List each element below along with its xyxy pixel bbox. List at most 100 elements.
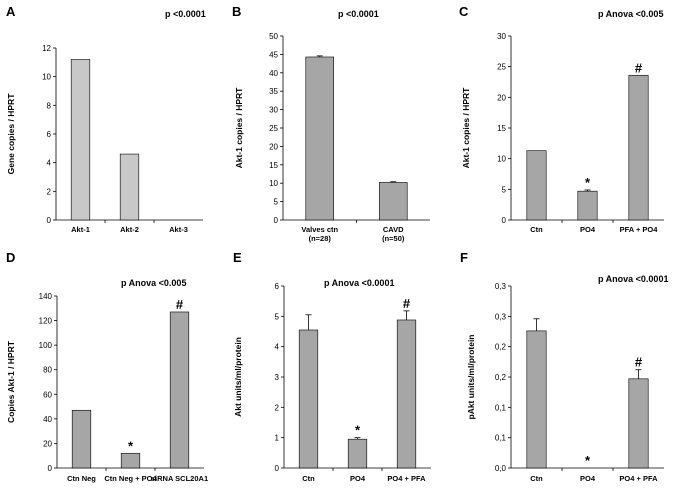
- panel-a-ylabel: Gene copies / HPRT: [6, 93, 16, 175]
- panel-c-letter: C: [459, 4, 469, 19]
- panel-b-ytick-label: 25: [269, 124, 278, 133]
- panel-e-significance-marker: *: [355, 423, 361, 438]
- panel-a-letter: A: [6, 4, 16, 19]
- panel-d-bar: [71, 409, 92, 469]
- panel-e-category-label: PO4 + PFA: [387, 474, 426, 483]
- panel-f-ytick-label: 0,2: [495, 373, 507, 382]
- panel-c-ytick-label: 10: [497, 155, 506, 164]
- panel-d-ytick-label: 60: [43, 390, 52, 399]
- panel-b-ytick-label: 35: [269, 87, 278, 96]
- panel-e-ytick-label: 0: [275, 464, 280, 473]
- panel-d-ytick-label: 80: [43, 366, 52, 375]
- panel-b-ytick-label: 20: [269, 142, 278, 151]
- panel-c-ytick-label: 5: [502, 185, 507, 194]
- panel-f-pvalue: p Anova <0.0001: [598, 274, 668, 284]
- panel-c-ytick-label: 0: [502, 216, 507, 225]
- panel-d-category-label: siRNA SCL20A1: [151, 474, 208, 483]
- panel-e-ytick-label: 4: [275, 343, 280, 352]
- panel-d-category-label: Ctn Neg + PO4: [104, 474, 157, 483]
- panel-a-ytick-label: 0: [47, 216, 52, 225]
- panel-d-ylabel: Copies Akt-1 / HPRT: [6, 340, 16, 423]
- panel-e-ylabel: Akt units/ml/protein: [233, 337, 243, 417]
- panel-d-ytick-label: 100: [39, 341, 53, 350]
- panel-b-ytick-label: 40: [269, 69, 278, 78]
- panel-b-letter: B: [232, 4, 241, 19]
- panel-b-ytick-label: 50: [269, 32, 278, 41]
- panel-a-pvalue: p <0.0001: [165, 9, 206, 19]
- panel-e-category-label: PO4: [350, 474, 366, 483]
- panel-b-ytick-label: 5: [274, 198, 279, 207]
- panel-e-letter: E: [233, 250, 242, 265]
- panel-f-category-label: PO4: [580, 474, 596, 483]
- panel-c-significance-marker: #: [635, 60, 643, 75]
- panel-d-letter: D: [6, 250, 15, 265]
- panel-f-ytick-label: 0,1: [495, 403, 507, 412]
- panel-d-ytick-label: 40: [43, 415, 52, 424]
- panel-e-ytick-label: 6: [275, 282, 280, 291]
- panel-b-bar: [378, 182, 408, 221]
- panel-a-category-label: Akt-3: [169, 225, 188, 234]
- panel-a-ytick-label: 6: [47, 130, 52, 139]
- panel-a-bar: [119, 153, 140, 221]
- panel-f-category-label: Ctn: [530, 474, 543, 483]
- panel-d-ytick-label: 0: [48, 464, 53, 473]
- panel-c-category-label: Ctn: [530, 225, 543, 234]
- panel-f-ytick-label: 0,3: [495, 282, 507, 291]
- panel-b-category-label: (n=50): [382, 234, 405, 243]
- panel-f-ytick-label: 0,3: [495, 312, 507, 321]
- panel-b-category-label: (n=28): [309, 234, 332, 243]
- panel-b-ytick-label: 0: [274, 216, 279, 225]
- panel-e-pvalue: p Anova <0.0001: [324, 278, 394, 288]
- panel-d-significance-marker: #: [176, 297, 184, 312]
- panel-e-ytick-label: 1: [275, 434, 280, 443]
- panel-c-bar: [577, 190, 598, 221]
- panel-e-ytick-label: 3: [275, 373, 280, 382]
- panel-c-bar: [526, 150, 547, 221]
- panel-a-ytick-label: 4: [47, 159, 52, 168]
- panel-f-bar: [628, 378, 649, 469]
- panel-b-ytick-label: 30: [269, 106, 278, 115]
- panel-b-bar: [305, 56, 335, 221]
- panel-e-ytick-label: 5: [275, 312, 280, 321]
- panel-c-ytick-label: 30: [497, 32, 506, 41]
- panel-b-category-label: CAVD: [383, 225, 404, 234]
- panel-e-significance-marker: #: [403, 296, 411, 311]
- panel-b-ylabel: Akt-1 copies / HPRT: [234, 87, 244, 169]
- panel-c-ytick-label: 20: [497, 93, 506, 102]
- panel-e-bar: [347, 438, 368, 469]
- panel-a-category-label: Akt-2: [120, 225, 139, 234]
- panel-f-ytick-label: 0,1: [495, 434, 507, 443]
- panel-f-category-label: PO4 + PFA: [619, 474, 658, 483]
- panel-c-significance-marker: *: [585, 175, 591, 190]
- panel-d-category-label: Ctn Neg: [67, 474, 96, 483]
- panel-c-category-label: PFA + PO4: [620, 225, 659, 234]
- panel-d-ytick-label: 120: [39, 317, 53, 326]
- panel-b-pvalue: p <0.0001: [338, 9, 379, 19]
- panel-e-bar: [298, 329, 319, 469]
- panel-c-bar: [628, 74, 649, 221]
- panel-d-significance-marker: *: [128, 438, 134, 453]
- panel-c-category-label: PO4: [580, 225, 596, 234]
- panel-f-ytick-label: 0,0: [495, 464, 507, 473]
- panel-f-significance-marker: *: [585, 453, 591, 468]
- panel-d-bar: [169, 311, 190, 469]
- panel-d-pvalue: p Anova <0.005: [121, 278, 186, 288]
- panel-a-ytick-label: 2: [47, 187, 52, 196]
- panel-d-ytick-label: 20: [43, 439, 52, 448]
- panel-f-letter: F: [460, 250, 468, 265]
- panel-c-ytick-label: 25: [497, 63, 506, 72]
- panel-a-bar: [70, 59, 91, 221]
- panel-f-ylabel: pAkt units/ml/protein: [466, 335, 476, 420]
- panel-e-bar: [396, 319, 417, 469]
- panel-c-ylabel: Akt-1 copies / HPRT: [461, 87, 471, 169]
- panel-d-ytick-label: 140: [39, 292, 53, 301]
- panel-c-ytick-label: 15: [497, 124, 506, 133]
- panel-a-ytick-label: 8: [47, 101, 52, 110]
- panel-a-category-label: Akt-1: [71, 225, 90, 234]
- panel-b-ytick-label: 10: [269, 179, 278, 188]
- panel-e-category-label: Ctn: [302, 474, 315, 483]
- panel-b-category-label: Valves ctn: [301, 225, 338, 234]
- panel-a-ytick-label: 12: [42, 44, 51, 53]
